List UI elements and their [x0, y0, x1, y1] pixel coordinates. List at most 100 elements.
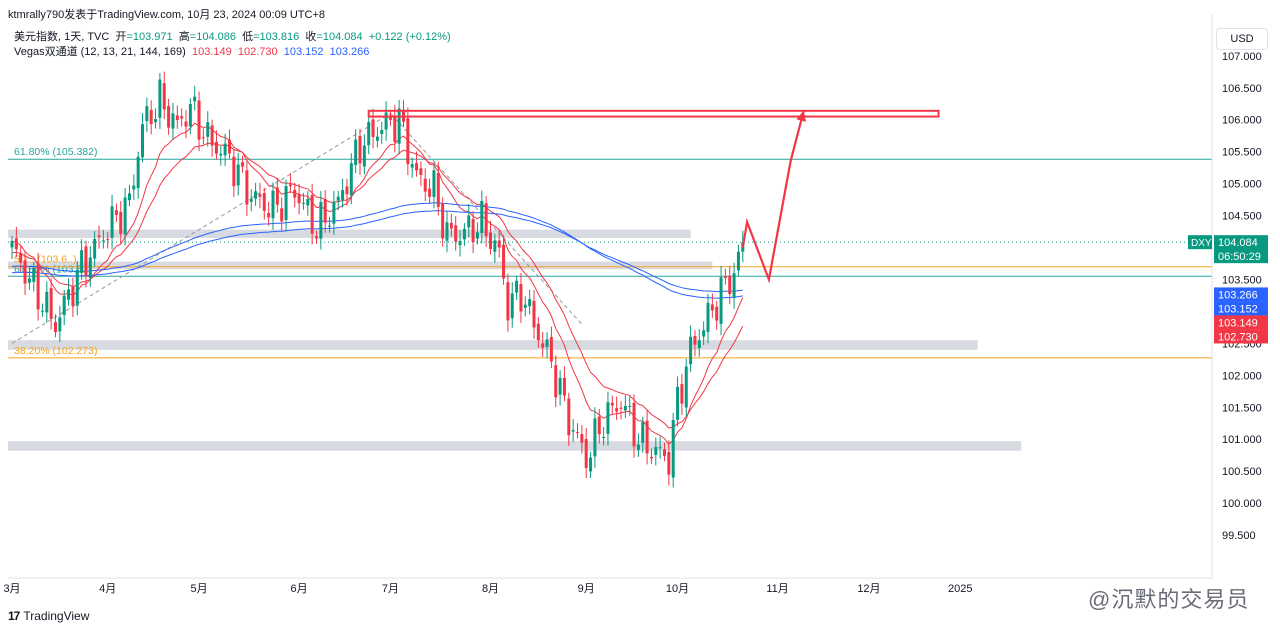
candle-body: [184, 121, 188, 127]
candle-body: [519, 284, 523, 312]
candle-body: [328, 225, 332, 227]
candle-body: [223, 143, 227, 156]
y-tick-label: 101.000: [1222, 434, 1262, 446]
candle-body: [232, 156, 236, 187]
candle-body: [236, 164, 240, 186]
fib-level-label: 61.80% (105.382): [14, 146, 97, 158]
high-value: =104.086: [189, 31, 236, 43]
candles-layer: [10, 71, 745, 488]
y-tick-label: 106.500: [1222, 83, 1262, 95]
candle-body: [167, 105, 171, 128]
candle-body: [502, 244, 506, 279]
open-label: 开: [115, 31, 127, 43]
axis-value-tag-bg: [1214, 329, 1268, 344]
candle-body: [554, 365, 558, 398]
currency-button[interactable]: USD: [1216, 28, 1268, 50]
indicator-value-2: 102.730: [237, 46, 278, 58]
y-tick-label: 104.500: [1222, 211, 1262, 223]
y-tick-label: 107.000: [1222, 51, 1262, 63]
moving-average-layer: [11, 122, 744, 445]
candle-body: [14, 238, 18, 250]
candle-body: [88, 257, 92, 279]
candle-body: [584, 439, 588, 468]
tradingview-brand[interactable]: 17 TradingView: [8, 609, 89, 623]
candle-body: [162, 83, 166, 110]
y-tick-label: 101.500: [1222, 402, 1262, 414]
candle-body: [228, 140, 231, 154]
candle-body: [454, 225, 458, 242]
change-value: +0.122 (+0.12%): [368, 31, 451, 43]
candle-body: [101, 240, 105, 242]
candle-body: [136, 156, 140, 189]
candle-body: [506, 282, 510, 321]
sr-zone: [8, 441, 1022, 451]
symbol-tag: DXY: [1191, 238, 1212, 249]
candle-body: [358, 135, 362, 164]
candle-body: [262, 192, 266, 211]
fib-level-label: 5.2.. (103.6..): [14, 254, 76, 266]
countdown-tag: 06:50:29: [1218, 251, 1261, 263]
y-tick-label: 105.000: [1222, 179, 1262, 191]
fib-layer: 61.80% (105.382)61.80% (103.5..)38.20% (…: [8, 146, 1212, 359]
candle-body: [362, 145, 366, 167]
candle-body: [375, 136, 379, 141]
axis-value-tag-bg: [1214, 301, 1268, 316]
candle-body: [258, 194, 262, 197]
candle-body: [676, 386, 680, 420]
candle-body: [349, 163, 353, 196]
candle-body: [36, 264, 40, 310]
candle-body: [493, 240, 497, 252]
candle-body: [267, 212, 271, 218]
candle-body: [432, 170, 436, 197]
axis-tags-layer: 103.266 103.152 103.149 102.730 104.084 06:50…: [1188, 235, 1268, 344]
candle-body: [345, 186, 349, 195]
author-watermark: @沉默的交易员: [1088, 587, 1250, 612]
candle-body: [397, 108, 401, 144]
axis-value-tag: 103.149: [1218, 317, 1258, 329]
candle-body: [154, 119, 158, 123]
candle-body: [645, 420, 649, 454]
y-tick-label: 105.500: [1222, 147, 1262, 159]
candle-body: [467, 215, 471, 228]
candle-body: [354, 139, 358, 166]
indicator-row[interactable]: Vegas双通道 (12, 13, 21, 144, 169) 103.149 …: [14, 45, 451, 60]
time-axis-layer: 3月 4月 5月 6月 7月 8月 9月 10月 11月 12月 2025: [3, 583, 972, 595]
candle-body: [702, 330, 706, 337]
candle-body: [567, 398, 571, 436]
candle-body: [732, 273, 736, 298]
symbol-ohlc-row[interactable]: 美元指数, 1天, TVC 开=103.971 高=104.086 低=103.…: [14, 30, 451, 45]
candle-body: [693, 336, 697, 345]
candle-body: [293, 189, 297, 198]
candle-body: [406, 118, 410, 165]
zones-layer: [8, 229, 1022, 451]
candle-body: [201, 137, 205, 139]
candle-body: [49, 288, 53, 319]
candle-body: [441, 203, 445, 239]
candle-body: [597, 416, 601, 435]
x-tick-label: 11月: [766, 583, 788, 595]
axis-value-tag: 102.730: [1218, 331, 1258, 343]
axis-value-tag: 103.266: [1218, 289, 1258, 301]
sr-zone: [8, 261, 713, 270]
x-tick-label: 4月: [99, 583, 116, 595]
axis-value-tag: 103.152: [1218, 303, 1258, 315]
candle-body: [119, 211, 123, 234]
candle-body: [275, 187, 279, 205]
candle-body: [449, 222, 453, 229]
candle-body: [619, 407, 623, 409]
projection-path: [741, 110, 805, 284]
candle-body: [471, 219, 475, 242]
candle-body: [23, 260, 27, 284]
candle-body: [297, 194, 301, 204]
candle-body: [127, 193, 131, 201]
trendline-up: [11, 112, 391, 344]
candle-body: [80, 250, 84, 273]
candle-body: [536, 323, 540, 341]
candle-body: [175, 115, 179, 121]
fib-level-label: 38.20% (102.273): [14, 345, 97, 357]
candle-body: [114, 210, 118, 215]
candle-body: [84, 246, 88, 276]
close-value: =104.084: [316, 31, 363, 43]
candle-body: [310, 195, 314, 234]
